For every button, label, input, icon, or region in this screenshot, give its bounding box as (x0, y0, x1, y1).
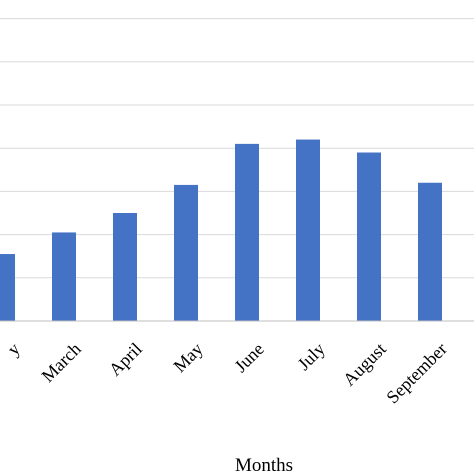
x-axis-title: Months (235, 455, 293, 474)
bar (52, 232, 76, 321)
x-tick-label: y (3, 339, 24, 360)
bar (235, 143, 259, 321)
x-tick-label: July (294, 339, 329, 374)
bars (0, 139, 442, 321)
bar (113, 213, 137, 321)
x-tick-labels: yMarchAprilMayJuneJulyAugustSeptemberOct… (3, 339, 474, 408)
x-tick-label: May (169, 339, 206, 376)
x-tick-label: September (382, 339, 451, 408)
bar (357, 152, 381, 321)
x-tick-label: August (339, 339, 390, 390)
bar (296, 139, 320, 321)
x-tick-label: March (38, 339, 85, 386)
bar (0, 254, 15, 321)
bar (418, 182, 442, 321)
x-tick-label: June (230, 339, 267, 376)
x-tick-label: April (105, 339, 146, 380)
bar (174, 184, 198, 321)
